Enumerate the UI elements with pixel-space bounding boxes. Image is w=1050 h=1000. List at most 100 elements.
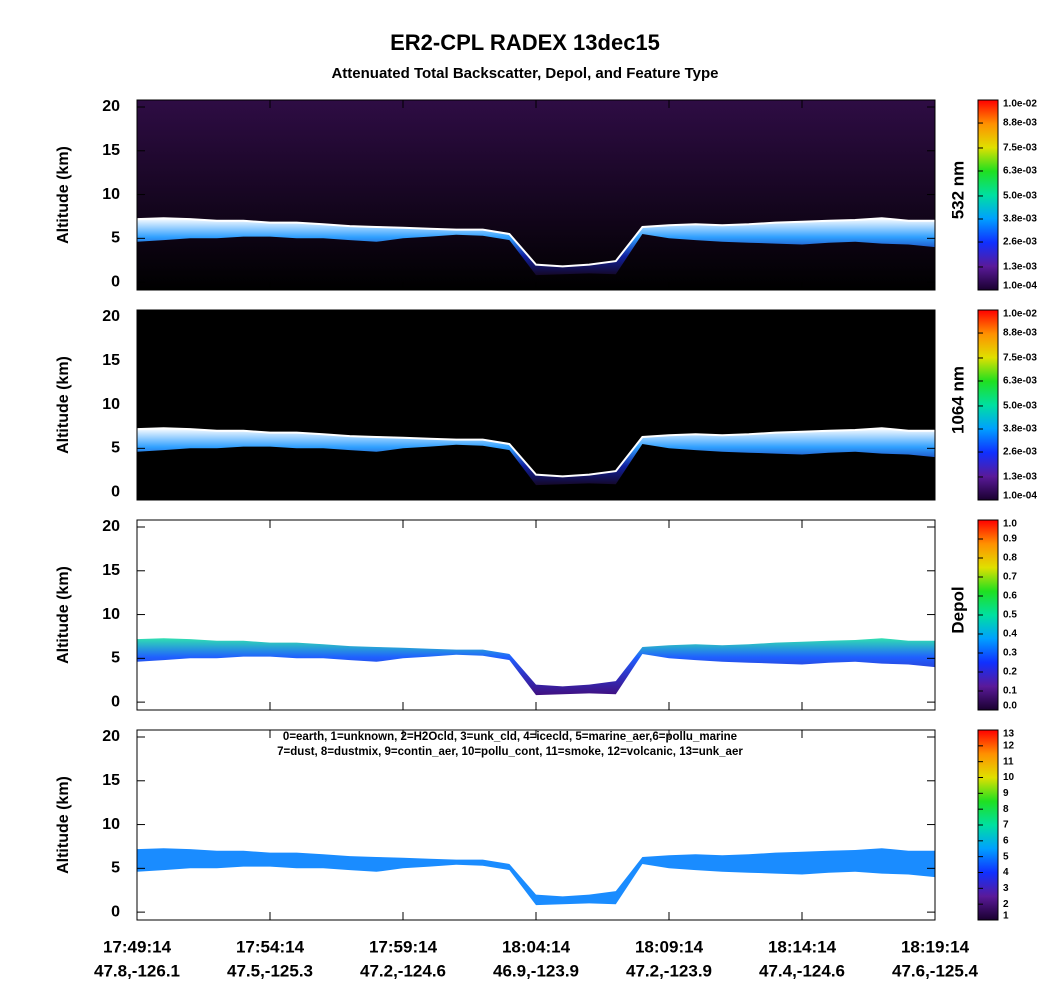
plot-background: [137, 100, 935, 290]
colorbar-tick-label: 3: [1003, 883, 1009, 894]
y-tick-label: 0: [111, 693, 120, 710]
colorbar-tick-label: 4: [1003, 867, 1009, 878]
colorbar-tick-label: 0.1: [1003, 686, 1017, 697]
x-tick-sublabel: 47.5,-125.3: [227, 961, 313, 980]
colorbar-tick-label: 12: [1003, 740, 1015, 751]
colorbar-tick-label: 8.8e-03: [1003, 328, 1037, 339]
x-tick-label: 17:54:14: [236, 937, 305, 956]
colorbar: [977, 99, 999, 291]
y-tick-label: 10: [102, 816, 120, 833]
x-tick-label: 18:09:14: [635, 937, 704, 956]
colorbar-tick-label: 7: [1003, 820, 1009, 831]
colorbar-tick-label: 5: [1003, 851, 1009, 862]
colorbar-tick-label: 1.3e-03: [1003, 262, 1037, 273]
cloud-layer: [137, 848, 935, 906]
colorbar-tick-label: 7.5e-03: [1003, 143, 1037, 154]
colorbar-tick-label: 6.3e-03: [1003, 376, 1037, 387]
colorbar-tick-label: 8.8e-03: [1003, 118, 1037, 129]
colorbar-tick-label: 1.0e-04: [1003, 281, 1037, 292]
colorbar-title: 1064 nm: [948, 366, 967, 434]
plot-background: [137, 520, 935, 710]
y-tick-label: 5: [111, 650, 120, 667]
colorbar-tick-label: 6.3e-03: [1003, 166, 1037, 177]
y-tick-label: 15: [102, 352, 120, 369]
x-tick-label: 18:19:14: [901, 937, 970, 956]
y-tick-label: 20: [102, 98, 120, 115]
colorbar-tick-label: 2: [1003, 899, 1009, 910]
y-tick-label: 0: [111, 903, 120, 920]
y-tick-label: 5: [111, 440, 120, 457]
x-tick-sublabel: 47.2,-123.9: [626, 961, 712, 980]
legend-text: 0=earth, 1=unknown, 2=H2Ocld, 3=unk_cld,…: [283, 731, 737, 743]
colorbar-tick-label: 0.5: [1003, 610, 1017, 621]
colorbar-tick-label: 1.3e-03: [1003, 472, 1037, 483]
colorbar-tick-label: 0.0: [1003, 701, 1017, 712]
legend-text: 7=dust, 8=dustmix, 9=contin_aer, 10=poll…: [277, 746, 743, 758]
y-axis-label: Altitude (km): [55, 776, 72, 874]
colorbar: [977, 309, 999, 501]
cloud-top-line: [136, 217, 935, 268]
colorbar-tick-label: 0.7: [1003, 572, 1017, 583]
cloud-layer: [137, 218, 935, 276]
x-tick-sublabel: 47.8,-126.1: [94, 961, 180, 980]
colorbar-tick-label: 3.8e-03: [1003, 424, 1037, 435]
y-tick-label: 15: [102, 562, 120, 579]
colorbar-tick-label: 1.0e-02: [1003, 309, 1037, 320]
x-tick-label: 18:04:14: [502, 937, 571, 956]
colorbar-tick-label: 5.0e-03: [1003, 191, 1037, 202]
y-tick-label: 20: [102, 518, 120, 535]
colorbar-tick-label: 5.0e-03: [1003, 401, 1037, 412]
y-tick-label: 15: [102, 772, 120, 789]
chart-title: ER2-CPL RADEX 13dec15: [390, 30, 660, 55]
colorbar-tick-label: 13: [1003, 729, 1015, 740]
colorbar-tick-label: 3.8e-03: [1003, 214, 1037, 225]
colorbar-tick-label: 1.0: [1003, 519, 1017, 530]
x-tick-sublabel: 47.4,-124.6: [759, 961, 845, 980]
y-tick-label: 0: [111, 273, 120, 290]
colorbar-tick-label: 7.5e-03: [1003, 353, 1037, 364]
plot-background: [137, 310, 935, 500]
y-tick-label: 5: [111, 230, 120, 247]
colorbar-tick-label: 0.6: [1003, 591, 1017, 602]
y-tick-label: 0: [111, 483, 120, 500]
colorbar-tick-label: 2.6e-03: [1003, 237, 1037, 248]
colorbar-tick-label: 1: [1003, 911, 1009, 922]
y-tick-label: 20: [102, 728, 120, 745]
colorbar-tick-label: 6: [1003, 835, 1009, 846]
colorbar-title: Depol: [948, 586, 967, 633]
colorbar-tick-label: 10: [1003, 772, 1015, 783]
chart-subtitle: Attenuated Total Backscatter, Depol, and…: [331, 65, 718, 82]
y-tick-label: 10: [102, 186, 120, 203]
plot-background: [137, 730, 935, 920]
y-axis-label: Altitude (km): [55, 356, 72, 454]
x-tick-label: 18:14:14: [768, 937, 837, 956]
cloud-layer: [137, 428, 935, 486]
y-tick-label: 20: [102, 308, 120, 325]
colorbar-tick-label: 11: [1003, 756, 1014, 767]
y-axis-label: Altitude (km): [55, 566, 72, 664]
y-axis-label: Altitude (km): [55, 146, 72, 244]
colorbar-tick-label: 1.0e-02: [1003, 99, 1037, 110]
y-tick-label: 15: [102, 142, 120, 159]
cloud-layer: [137, 638, 935, 696]
colorbar-tick-label: 0.3: [1003, 648, 1017, 659]
colorbar-tick-label: 0.9: [1003, 534, 1017, 545]
colorbar-tick-label: 1.0e-04: [1003, 491, 1037, 502]
y-tick-label: 5: [111, 860, 120, 877]
x-tick-label: 17:49:14: [103, 937, 172, 956]
x-tick-sublabel: 47.2,-124.6: [360, 961, 446, 980]
y-tick-label: 10: [102, 606, 120, 623]
colorbar-tick-label: 0.4: [1003, 629, 1017, 640]
colorbar-tick-label: 8: [1003, 804, 1009, 815]
colorbar-title: 532 nm: [948, 161, 967, 220]
colorbar-tick-label: 0.2: [1003, 667, 1017, 678]
colorbar-tick-label: 9: [1003, 788, 1009, 799]
x-tick-sublabel: 47.6,-125.4: [892, 961, 979, 980]
y-tick-label: 10: [102, 396, 120, 413]
colorbar-tick-label: 2.6e-03: [1003, 447, 1037, 458]
x-tick-sublabel: 46.9,-123.9: [493, 961, 579, 980]
cloud-top-line: [136, 427, 935, 478]
colorbar-tick-label: 0.8: [1003, 553, 1017, 564]
